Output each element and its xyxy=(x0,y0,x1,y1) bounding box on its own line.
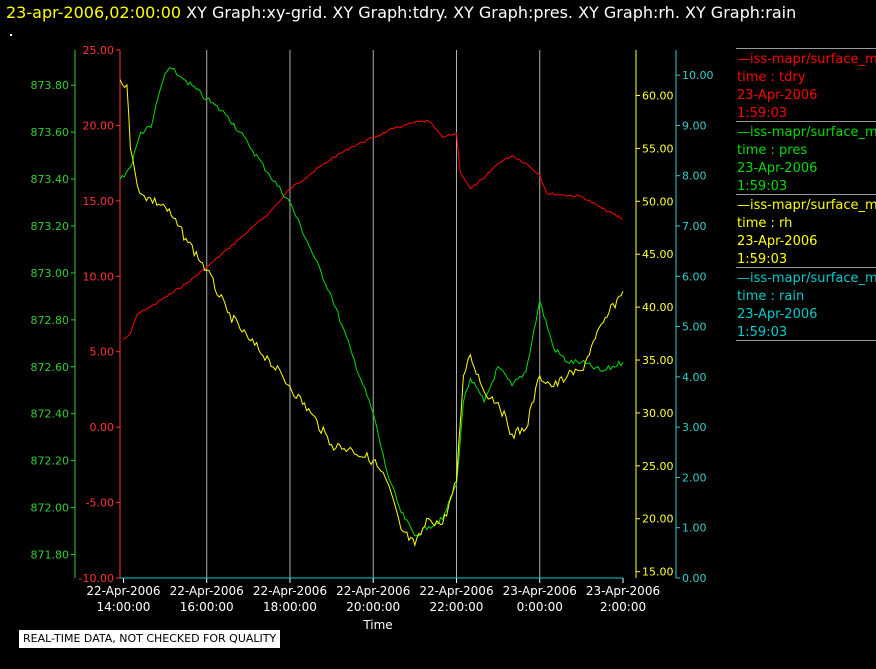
x-tick-label: 18:00:00 xyxy=(263,600,317,614)
grid-lines xyxy=(206,50,541,578)
legend-text: —iss-mapr/surface_m xyxy=(737,198,876,213)
rain-tick-label: 1.00 xyxy=(682,522,707,535)
rh-tick-label: 50.00 xyxy=(642,195,674,208)
rain-tick-label: 10.00 xyxy=(682,69,714,82)
legend-text: —iss-mapr/surface_m xyxy=(737,271,876,286)
rh-tick-label: 55.00 xyxy=(642,142,674,155)
x-tick-label: 23-Apr-2006 xyxy=(503,584,577,598)
legend-text: time : pres xyxy=(737,143,808,158)
pres-tick-label: 871.80 xyxy=(31,549,70,562)
rh-tick-label: 20.00 xyxy=(642,513,674,526)
tdry-tick-label: -5.00 xyxy=(86,497,114,510)
legend-text: 23-Apr-2006 xyxy=(737,234,818,249)
rain-tick-label: 0.00 xyxy=(682,572,707,585)
marker-dot xyxy=(10,34,12,36)
legend-text: 1:59:03 xyxy=(737,179,788,194)
legend-text: time : tdry xyxy=(737,70,806,85)
pres-tick-label: 873.00 xyxy=(31,267,70,280)
rh-tick-label: 35.00 xyxy=(642,354,674,367)
x-tick-label: 2:00:00 xyxy=(600,600,646,614)
rh-series-line xyxy=(119,79,624,548)
tdry-tick-label: 0.00 xyxy=(90,421,115,434)
pres-tick-label: 873.40 xyxy=(31,173,70,186)
rain-tick-label: 2.00 xyxy=(682,471,707,484)
pres-series-line xyxy=(119,66,624,537)
pres-tick-label: 873.60 xyxy=(31,126,70,139)
x-tick-label: 22-Apr-2006 xyxy=(419,584,493,598)
legend: —iss-mapr/surface_m time : tdry 23-Apr-200… xyxy=(736,48,876,341)
rh-tick-label: 40.00 xyxy=(642,301,674,314)
legend-text: —iss-mapr/surface_m xyxy=(737,125,876,140)
tdry-tick-label: 25.00 xyxy=(83,44,115,57)
x-tick-label: 22-Apr-2006 xyxy=(170,584,244,598)
rh-tick-label: 25.00 xyxy=(642,460,674,473)
legend-text: 1:59:03 xyxy=(737,106,788,121)
rh-tick-label: 45.00 xyxy=(642,248,674,261)
pres-tick-label: 873.20 xyxy=(31,220,70,233)
rain-tick-label: 3.00 xyxy=(682,421,707,434)
pres-tick-label: 872.20 xyxy=(31,455,70,468)
x-tick-label: 20:00:00 xyxy=(346,600,400,614)
rh-tick-label: 30.00 xyxy=(642,407,674,420)
tdry-tick-label: -10.00 xyxy=(79,572,114,585)
rain-tick-label: 8.00 xyxy=(682,170,707,183)
legend-text: time : rain xyxy=(737,289,805,304)
tdry-tick-label: 5.00 xyxy=(90,346,115,359)
pres-tick-label: 872.80 xyxy=(31,314,70,327)
legend-divider xyxy=(736,340,876,341)
tdry-tick-label: 10.00 xyxy=(83,270,115,283)
axes-group: 22-Apr-2006 14:00:00 22-Apr-2006 16:00:00 22… xyxy=(31,44,714,614)
x-tick-label: 22:00:00 xyxy=(430,600,484,614)
header-plot-list: XY Graph:xy-grid. XY Graph:tdry. XY Grap… xyxy=(181,3,797,22)
x-axis-label: Time xyxy=(362,618,392,632)
legend-text: 1:59:03 xyxy=(737,252,788,267)
pres-tick-label: 872.00 xyxy=(31,502,70,515)
x-tick-label: 22-Apr-2006 xyxy=(253,584,327,598)
legend-text: 1:59:03 xyxy=(737,325,788,340)
x-tick-label: 22-Apr-2006 xyxy=(86,584,160,598)
x-tick-label: 23-Apr-2006 xyxy=(586,584,660,598)
pres-tick-label: 872.40 xyxy=(31,408,70,421)
header-timestamp: 23-apr-2006,02:00:00 xyxy=(6,3,182,22)
legend-text: 23-Apr-2006 xyxy=(737,161,818,176)
pres-tick-label: 872.60 xyxy=(31,361,70,374)
tdry-tick-label: 20.00 xyxy=(83,119,115,132)
rain-tick-label: 5.00 xyxy=(682,321,707,334)
x-tick-label: 22-Apr-2006 xyxy=(336,584,410,598)
rain-tick-label: 6.00 xyxy=(682,270,707,283)
tdry-series-line xyxy=(123,119,624,340)
graph-header: 23-apr-2006,02:00:00 XY Graph:xy-grid. X… xyxy=(6,2,796,24)
x-tick-label: 16:00:00 xyxy=(180,600,234,614)
quality-notice: REAL-TIME DATA, NOT CHECKED FOR QUALITY xyxy=(19,630,281,648)
series-lines xyxy=(119,66,624,579)
legend-text: 23-Apr-2006 xyxy=(737,307,818,322)
rain-tick-label: 7.00 xyxy=(682,220,707,233)
pres-tick-label: 873.80 xyxy=(31,79,70,92)
rain-tick-label: 4.00 xyxy=(682,371,707,384)
legend-text: —iss-mapr/surface_m xyxy=(737,52,876,67)
rh-tick-label: 15.00 xyxy=(642,566,674,579)
tdry-tick-label: 15.00 xyxy=(83,195,115,208)
legend-text: time : rh xyxy=(737,216,793,231)
rh-tick-label: 60.00 xyxy=(642,89,674,102)
rain-tick-label: 9.00 xyxy=(682,119,707,132)
x-tick-label: 14:00:00 xyxy=(97,600,151,614)
x-tick-label: 0:00:00 xyxy=(517,600,563,614)
legend-text: 23-Apr-2006 xyxy=(737,88,818,103)
